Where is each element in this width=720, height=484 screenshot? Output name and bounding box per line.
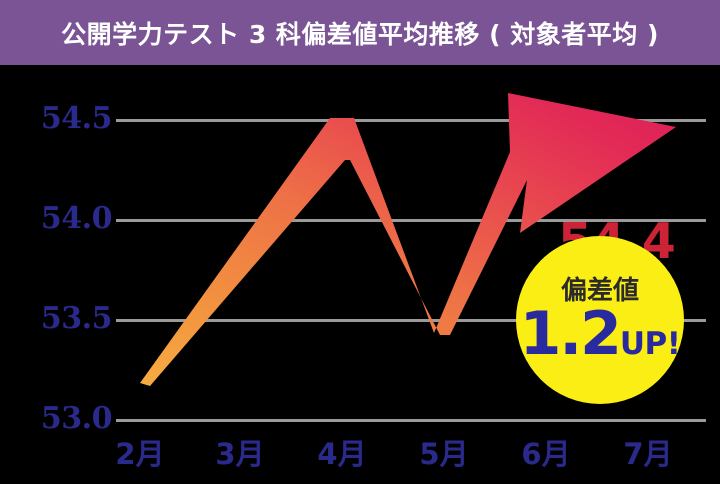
y-tick-label-1: 54.0	[40, 201, 113, 236]
badge-suffix: UP!	[619, 325, 681, 362]
plot-area: 54.5 54.0 53.5 53.0 2月 3月 4月 5月 6	[0, 65, 720, 484]
arrow-shape	[140, 93, 676, 386]
y-tick-label-2: 53.5	[40, 301, 113, 336]
header-bar: 公開学力テスト 3 科偏差値平均推移 ( 対象者平均 )	[0, 0, 720, 65]
badge-label: 偏差値	[560, 275, 639, 306]
gridline-53-5	[116, 319, 706, 322]
x-tick-label-0: 2月	[115, 437, 165, 471]
x-tick-label-2: 4月	[317, 437, 367, 471]
y-tick-label-3: 53.0	[40, 401, 113, 436]
x-tick-label-5: 7月	[623, 437, 673, 471]
x-tick-label-1: 3月	[215, 437, 265, 471]
trend-arrow	[140, 93, 676, 386]
x-tick-label-4: 6月	[521, 437, 571, 471]
status-badge: 偏差値 1.2 UP!	[516, 236, 684, 404]
badge-number: 1.2	[519, 298, 622, 369]
gridline-53-0	[116, 419, 706, 422]
page-title: 公開学力テスト 3 科偏差値平均推移 ( 対象者平均 )	[61, 19, 659, 49]
y-tick-label-0: 54.5	[40, 101, 113, 136]
x-tick-label-3: 5月	[419, 437, 469, 471]
badge-figure: 1.2 UP!	[519, 298, 681, 369]
gridline-54-5	[116, 119, 706, 122]
gridline-54-0	[116, 219, 706, 222]
